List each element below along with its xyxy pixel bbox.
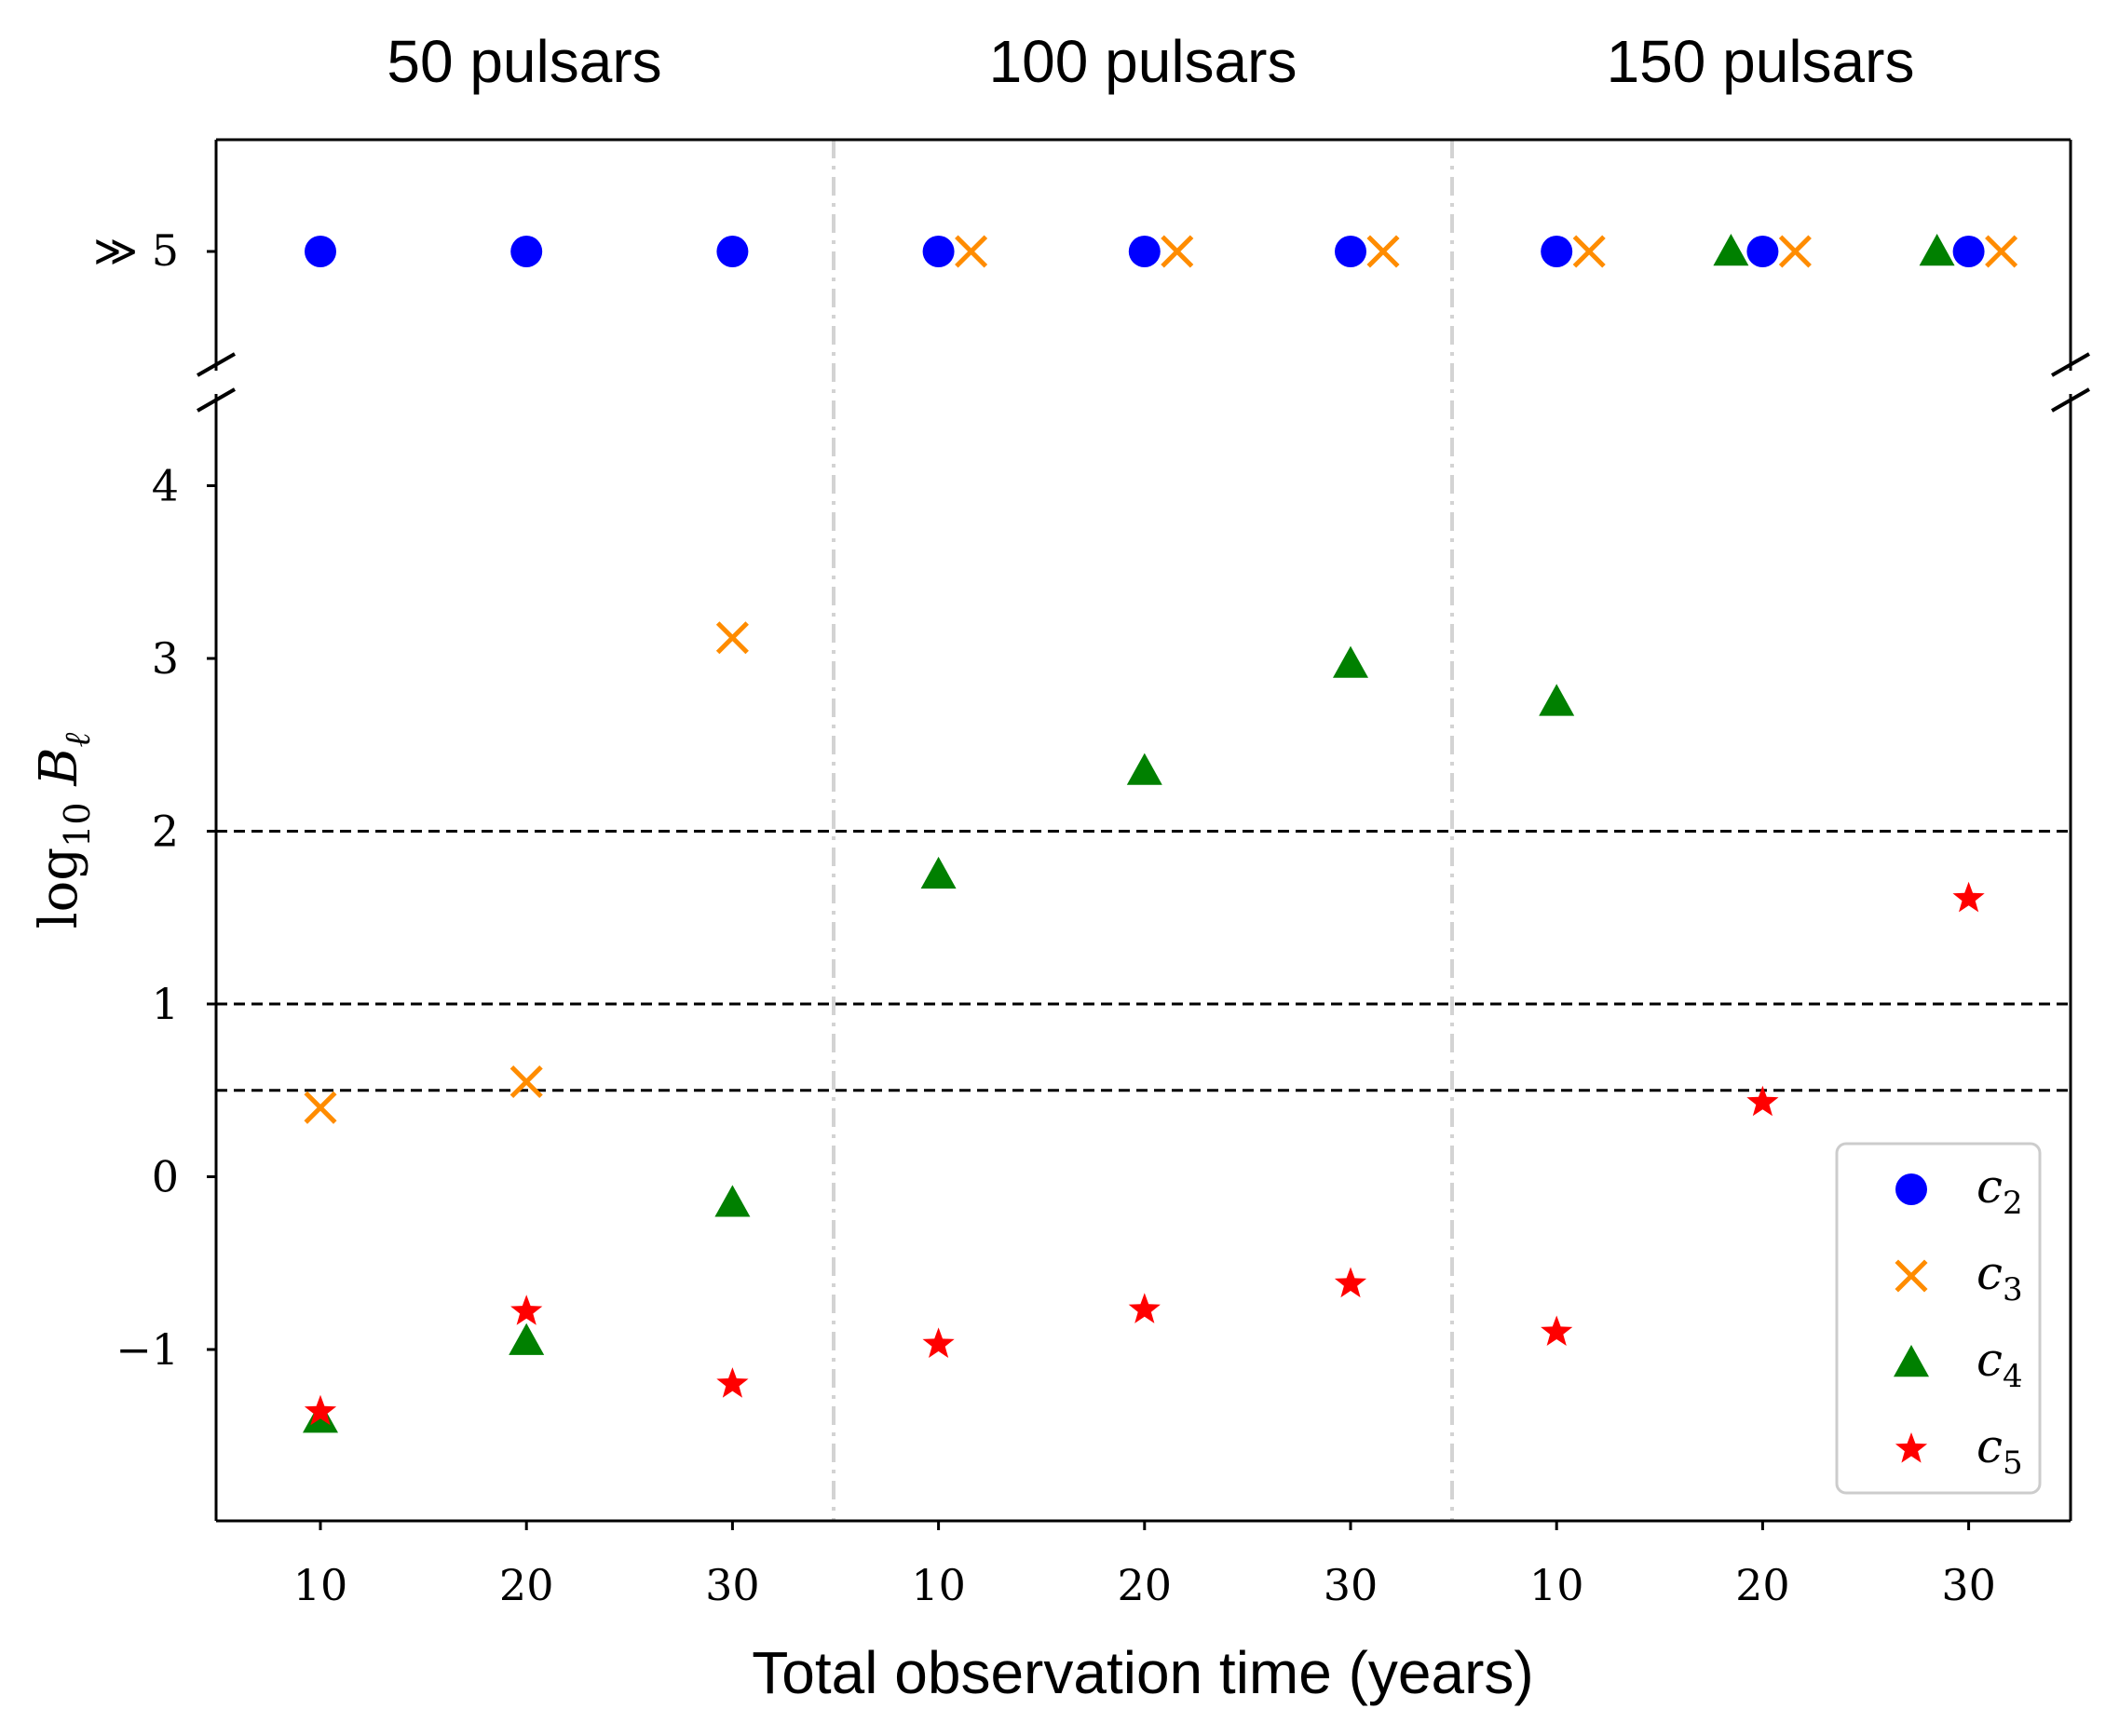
point-c3-5 [1366, 235, 1400, 268]
svg-text:log10 Bℓ: log10 Bℓ [29, 733, 98, 929]
axis-break-left-2 [197, 387, 236, 413]
legend-label-c2: c2 [1976, 1160, 2023, 1222]
point-c4-4 [1126, 753, 1162, 785]
y-label-log-subscript: 10 [57, 802, 98, 847]
group-title-50-pulsars: 50 pulsars [387, 28, 661, 95]
point-c5-6 [1541, 1315, 1573, 1346]
y-tick-label-0: 4 [152, 461, 179, 511]
x-tick-label-1: 20 [499, 1560, 554, 1610]
point-c2-2 [716, 236, 749, 267]
point-c2-1 [510, 236, 543, 267]
y-label-symbol: B [29, 748, 89, 787]
point-c2-6 [1541, 236, 1573, 267]
point-c2-7 [1746, 236, 1779, 267]
point-c3-1 [509, 1065, 543, 1099]
y-tick-label-5: −1 [115, 1324, 179, 1375]
y-tick-label-3: 1 [152, 979, 179, 1029]
x-tick-label-0: 10 [293, 1560, 348, 1610]
legend-marker-c3 [1895, 1259, 1928, 1293]
legend-marker-c2 [1895, 1173, 1927, 1205]
point-c4-1 [509, 1322, 545, 1355]
y-tick-label-4: 0 [152, 1152, 179, 1202]
point-c5-7 [1746, 1085, 1779, 1117]
y-axis-label: log10 Bℓ [29, 733, 98, 929]
point-c2-8 [1952, 236, 1985, 267]
y-tick-label-much-greater-5: ≫ 5 [93, 225, 179, 276]
legend-marker-c4 [1894, 1345, 1929, 1377]
legend-marker-c5 [1895, 1432, 1928, 1463]
x-tick-label-3: 10 [911, 1560, 966, 1610]
point-c2-5 [1335, 236, 1366, 267]
x-tick-label-5: 30 [1324, 1560, 1379, 1610]
y-tick-label-2: 2 [152, 807, 179, 857]
point-c4-7 [1713, 234, 1749, 266]
point-c2-4 [1128, 236, 1161, 267]
point-c3-6 [1572, 235, 1606, 268]
point-c4-8 [1919, 234, 1955, 266]
point-c4-5 [1333, 645, 1368, 678]
x-tick-label-7: 20 [1735, 1560, 1790, 1610]
legend-box [1835, 1142, 2042, 1495]
y-label-symbol-subscript: ℓ [57, 733, 98, 748]
axis-break-right-1 [2051, 352, 2090, 377]
point-c4-3 [920, 856, 957, 889]
x-tick-label-4: 20 [1118, 1560, 1173, 1610]
axis-break-left-1 [197, 352, 236, 377]
point-c5-2 [716, 1367, 749, 1398]
point-c5-8 [1952, 881, 1985, 913]
point-c5-3 [922, 1327, 955, 1358]
axes-frame [214, 138, 2072, 1523]
x-tick-label-6: 10 [1529, 1560, 1584, 1610]
point-c3-4 [1161, 235, 1194, 268]
x-axis-label: Total observation time (years) [752, 1639, 1533, 1706]
group-title-150-pulsars: 150 pulsars [1607, 28, 1915, 95]
point-c5-4 [1128, 1293, 1161, 1323]
legend-label-c5: c5 [1976, 1419, 2023, 1482]
legend-label-c3: c3 [1976, 1246, 2023, 1309]
axis-break-right-2 [2051, 387, 2090, 413]
point-c3-8 [1985, 235, 2018, 268]
point-c5-5 [1334, 1267, 1367, 1298]
y-tick-label-1: 3 [152, 633, 179, 684]
group-title-100-pulsars: 100 pulsars [989, 28, 1297, 95]
point-c3-3 [955, 235, 988, 268]
point-c4-6 [1539, 684, 1575, 716]
x-tick-label-8: 30 [1941, 1560, 1996, 1610]
point-c2-3 [922, 236, 955, 267]
point-c5-0 [304, 1394, 337, 1426]
point-c3-0 [304, 1091, 337, 1124]
axis-break-marks [197, 352, 2090, 413]
points-layer [303, 234, 2018, 1433]
x-tick-label-2: 30 [705, 1560, 760, 1610]
legend-label-c4: c4 [1976, 1333, 2023, 1395]
point-c3-7 [1778, 235, 1812, 268]
y-label-log: log [29, 848, 89, 929]
point-c3-2 [715, 621, 749, 655]
legend: c2 c3 c4 c5 [1835, 1142, 2042, 1495]
point-c2-0 [305, 236, 336, 267]
point-c5-1 [510, 1295, 543, 1325]
point-c4-2 [714, 1185, 751, 1217]
